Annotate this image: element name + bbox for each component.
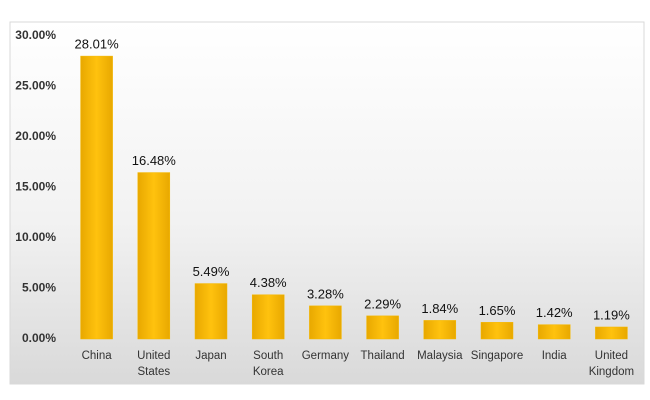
x-tick-label: United Kingdom xyxy=(588,350,635,378)
y-tick-label: 10.00% xyxy=(15,230,56,244)
value-label: 4.38% xyxy=(250,275,287,290)
bar xyxy=(423,320,457,340)
value-label: 28.01% xyxy=(75,37,120,52)
x-tick-label: Thailand xyxy=(360,350,405,362)
y-tick-label: 30.00% xyxy=(15,28,56,42)
x-tick-label: Singapore xyxy=(470,350,524,362)
bar xyxy=(595,326,628,340)
x-tick-label: Malaysia xyxy=(417,350,463,362)
y-tick-label: 25.00% xyxy=(15,79,56,93)
y-tick-label: 15.00% xyxy=(15,180,56,194)
value-label: 3.28% xyxy=(307,286,344,301)
bar xyxy=(137,172,171,340)
y-tick-label: 5.00% xyxy=(22,281,56,295)
value-label: 1.42% xyxy=(536,305,573,320)
y-tick-label: 20.00% xyxy=(15,129,56,143)
bar xyxy=(80,55,113,340)
bar xyxy=(366,315,399,340)
x-tick-label: South Korea xyxy=(252,350,284,378)
value-label: 1.84% xyxy=(421,301,458,316)
x-tick-label: India xyxy=(541,350,567,362)
bar xyxy=(251,294,285,340)
x-tick-label: United States xyxy=(137,350,171,378)
bar xyxy=(480,322,514,340)
x-tick-label: Japan xyxy=(195,350,227,362)
x-tick-label: China xyxy=(81,350,112,362)
value-label: 1.65% xyxy=(479,303,516,318)
bar xyxy=(309,305,342,340)
bar xyxy=(194,283,228,340)
value-label: 5.49% xyxy=(193,264,230,279)
value-label: 2.29% xyxy=(364,296,401,311)
bar xyxy=(537,324,571,340)
value-label: 16.48% xyxy=(132,153,177,168)
y-tick-label: 0.00% xyxy=(22,331,56,345)
value-label: 1.19% xyxy=(593,307,630,322)
x-tick-label: Germany xyxy=(301,350,350,362)
